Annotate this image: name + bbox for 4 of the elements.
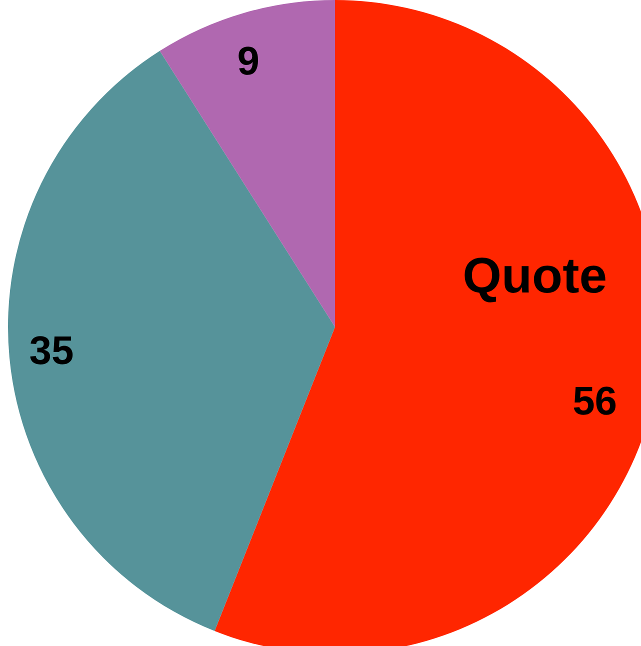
slice-label: Quote: [462, 247, 608, 304]
data-label: 9: [237, 39, 260, 84]
data-label: 56: [572, 380, 618, 424]
data-label: 35: [29, 328, 74, 373]
